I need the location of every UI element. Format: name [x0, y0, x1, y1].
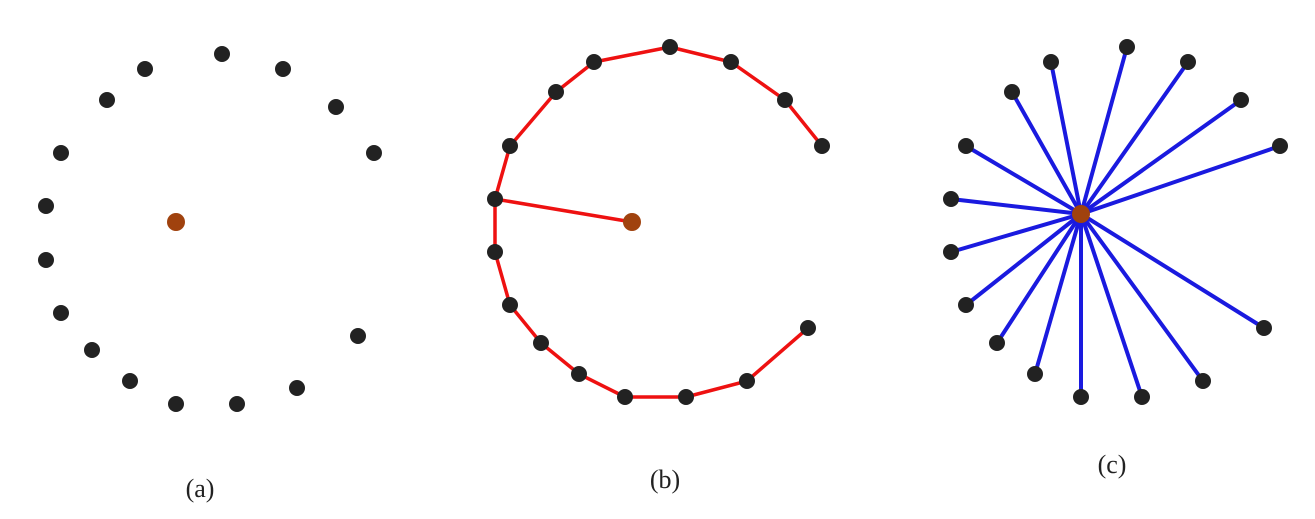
- panel-b: (b): [487, 39, 830, 494]
- outer-node: [814, 138, 830, 154]
- path-edge: [493, 144, 512, 201]
- panel-c-nodes: [943, 39, 1288, 405]
- star-edge: [995, 212, 1083, 345]
- center-node: [1072, 205, 1090, 223]
- outer-node: [777, 92, 793, 108]
- outer-node: [586, 54, 602, 70]
- path-edge: [783, 98, 824, 148]
- star-edge: [964, 212, 1083, 307]
- outer-node: [1073, 389, 1089, 405]
- path-edge: [577, 372, 627, 399]
- path-edge: [508, 90, 558, 148]
- outer-node: [38, 198, 54, 214]
- outer-node: [275, 61, 291, 77]
- star-edge: [1079, 212, 1266, 330]
- outer-node: [487, 191, 503, 207]
- path-edge: [508, 303, 543, 345]
- star-edge: [1079, 144, 1282, 216]
- outer-node: [53, 305, 69, 321]
- path-edge: [539, 341, 581, 376]
- outer-node: [548, 84, 564, 100]
- center-node: [623, 213, 641, 231]
- star-edge: [1079, 212, 1144, 399]
- outer-node: [1043, 54, 1059, 70]
- outer-node: [229, 396, 245, 412]
- outer-node: [943, 191, 959, 207]
- outer-node: [1256, 320, 1272, 336]
- panel-c-caption: (c): [1098, 450, 1127, 479]
- outer-node: [38, 252, 54, 268]
- outer-node: [487, 244, 503, 260]
- outer-node: [502, 297, 518, 313]
- path-edge: [729, 60, 787, 102]
- path-edge: [745, 326, 810, 383]
- panel-c: (c): [943, 39, 1288, 479]
- outer-node: [1004, 84, 1020, 100]
- outer-node: [99, 92, 115, 108]
- outer-node: [943, 244, 959, 260]
- star-edge: [964, 144, 1083, 216]
- outer-node: [168, 396, 184, 412]
- panel-a-caption: (a): [186, 474, 215, 503]
- center-node: [167, 213, 185, 231]
- star-edge: [1049, 60, 1083, 216]
- outer-node: [800, 320, 816, 336]
- path-edge: [684, 379, 749, 399]
- panel-c-edges: [949, 45, 1282, 399]
- star-edge: [949, 197, 1083, 216]
- panel-b-edges: [493, 45, 824, 399]
- outer-node: [1119, 39, 1135, 55]
- star-edge: [1079, 98, 1243, 216]
- outer-node: [366, 145, 382, 161]
- star-edge: [949, 212, 1083, 254]
- outer-node: [214, 46, 230, 62]
- outer-node: [533, 335, 549, 351]
- outer-node: [958, 297, 974, 313]
- outer-node: [1134, 389, 1150, 405]
- outer-node: [350, 328, 366, 344]
- panel-a: (a): [38, 46, 382, 503]
- path-edge: [592, 45, 672, 64]
- outer-node: [989, 335, 1005, 351]
- panel-b-nodes: [487, 39, 830, 405]
- outer-node: [958, 138, 974, 154]
- outer-node: [53, 145, 69, 161]
- star-edge: [1079, 60, 1190, 216]
- star-edge: [1079, 212, 1205, 383]
- path-edge: [668, 45, 733, 64]
- panel-a-nodes: [38, 46, 382, 412]
- panel-b-caption: (b): [650, 465, 680, 494]
- outer-node: [1180, 54, 1196, 70]
- outer-node: [122, 373, 138, 389]
- outer-node: [502, 138, 518, 154]
- outer-node: [1027, 366, 1043, 382]
- outer-node: [137, 61, 153, 77]
- center-link-edge: [493, 197, 634, 224]
- outer-node: [662, 39, 678, 55]
- star-edge: [1033, 212, 1083, 376]
- outer-node: [1233, 92, 1249, 108]
- star-edge: [1079, 45, 1129, 216]
- path-edge: [493, 250, 512, 307]
- outer-node: [739, 373, 755, 389]
- star-edge: [1010, 90, 1083, 216]
- outer-node: [328, 99, 344, 115]
- outer-node: [571, 366, 587, 382]
- outer-node: [723, 54, 739, 70]
- outer-node: [1272, 138, 1288, 154]
- outer-node: [678, 389, 694, 405]
- outer-node: [84, 342, 100, 358]
- path-edge: [554, 60, 596, 94]
- outer-node: [1195, 373, 1211, 389]
- outer-node: [617, 389, 633, 405]
- outer-node: [289, 380, 305, 396]
